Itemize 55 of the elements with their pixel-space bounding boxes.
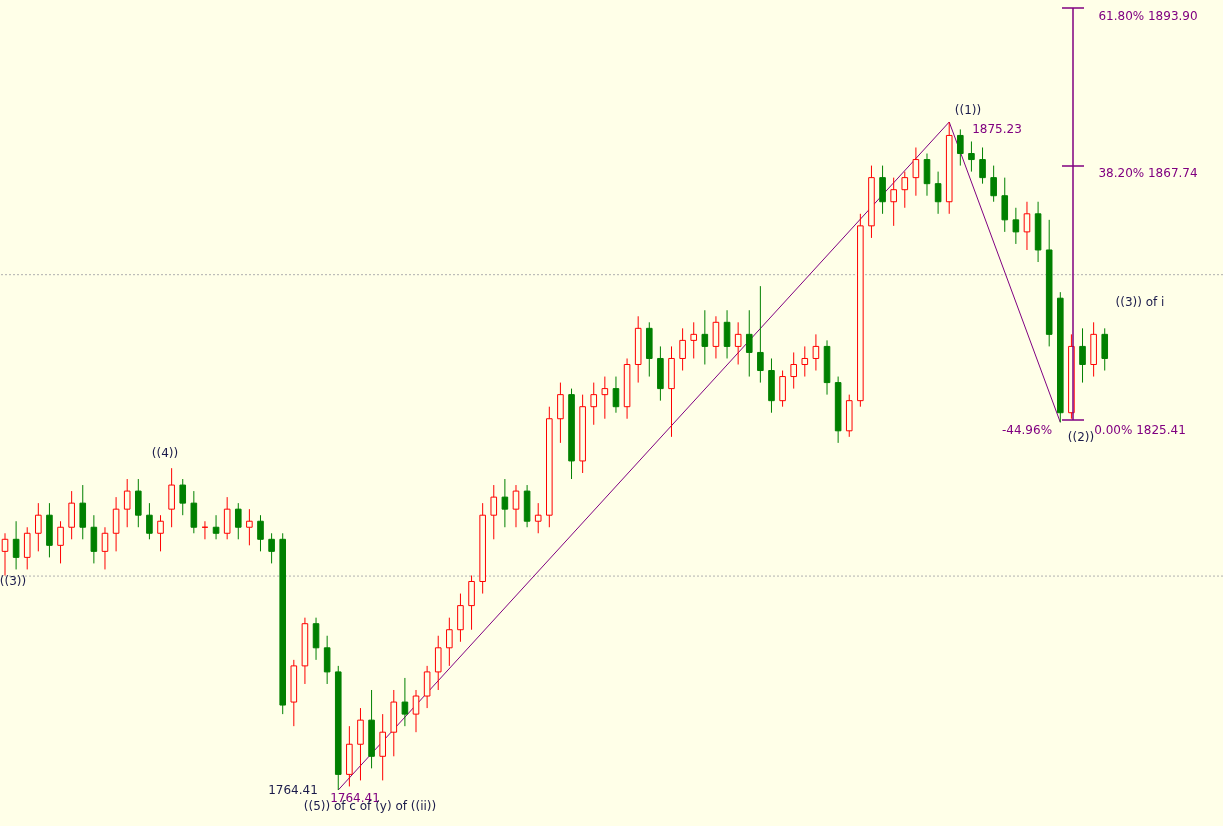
candlestick: [690, 321, 698, 359]
candlestick: [612, 376, 620, 414]
candlestick: [146, 502, 153, 540]
candlestick: [490, 484, 498, 540]
annotation: -44.96%: [1001, 423, 1053, 437]
candlestick: [234, 502, 242, 540]
candlestick: [790, 351, 797, 390]
candlestick: [601, 376, 609, 420]
candlestick: [701, 309, 709, 365]
candlestick: [934, 171, 942, 215]
candlestick: [501, 478, 509, 528]
annotation: 1764.41: [268, 783, 318, 797]
candlestick: [901, 171, 909, 209]
candlestick: [801, 345, 809, 378]
candlestick: [123, 478, 131, 528]
candlestick: [590, 382, 598, 426]
candlestick: [757, 285, 764, 384]
candlestick: [990, 165, 997, 203]
annotation: ((2)): [1067, 430, 1095, 444]
candlestick: [157, 514, 164, 552]
candlestick: [1023, 201, 1031, 251]
candlestick: [957, 128, 964, 167]
candlestick: [401, 677, 409, 727]
candlestick: [745, 309, 753, 378]
candlestick: [212, 514, 220, 540]
annotation: 38.20% 1867.74: [1098, 166, 1198, 180]
text: ((1)): [954, 103, 982, 117]
candlestick: [12, 520, 20, 570]
candlestick: [257, 514, 264, 552]
candlestick: [57, 520, 64, 564]
candlestick: [35, 502, 42, 552]
candlestick: [890, 177, 897, 227]
candlestick: [1079, 327, 1086, 384]
candlestick: [734, 321, 742, 365]
text: ((3)) of i: [1115, 295, 1165, 309]
annotation: ((3)): [0, 574, 27, 588]
candlestick: [968, 140, 975, 173]
text: 61.80% 1893.90: [1098, 9, 1198, 23]
candlestick: [179, 478, 187, 516]
candlestick: [1012, 207, 1020, 245]
candlestick: [512, 484, 520, 528]
candlestick: [679, 327, 686, 372]
candlestick: [268, 532, 275, 564]
candlestick: [534, 502, 542, 534]
candlestick: [979, 147, 986, 185]
candlestick: [101, 526, 109, 570]
annotation: ((4)): [151, 446, 179, 460]
candlestick: [912, 147, 920, 197]
candlestick: [812, 333, 820, 372]
candlestick: [446, 617, 453, 667]
candlestick: [246, 508, 253, 546]
candlestick: [412, 689, 420, 733]
candlestick: [1, 532, 9, 576]
annotation: 0.00% 1825.41: [1094, 423, 1186, 437]
annotation: 1875.23: [972, 122, 1022, 136]
